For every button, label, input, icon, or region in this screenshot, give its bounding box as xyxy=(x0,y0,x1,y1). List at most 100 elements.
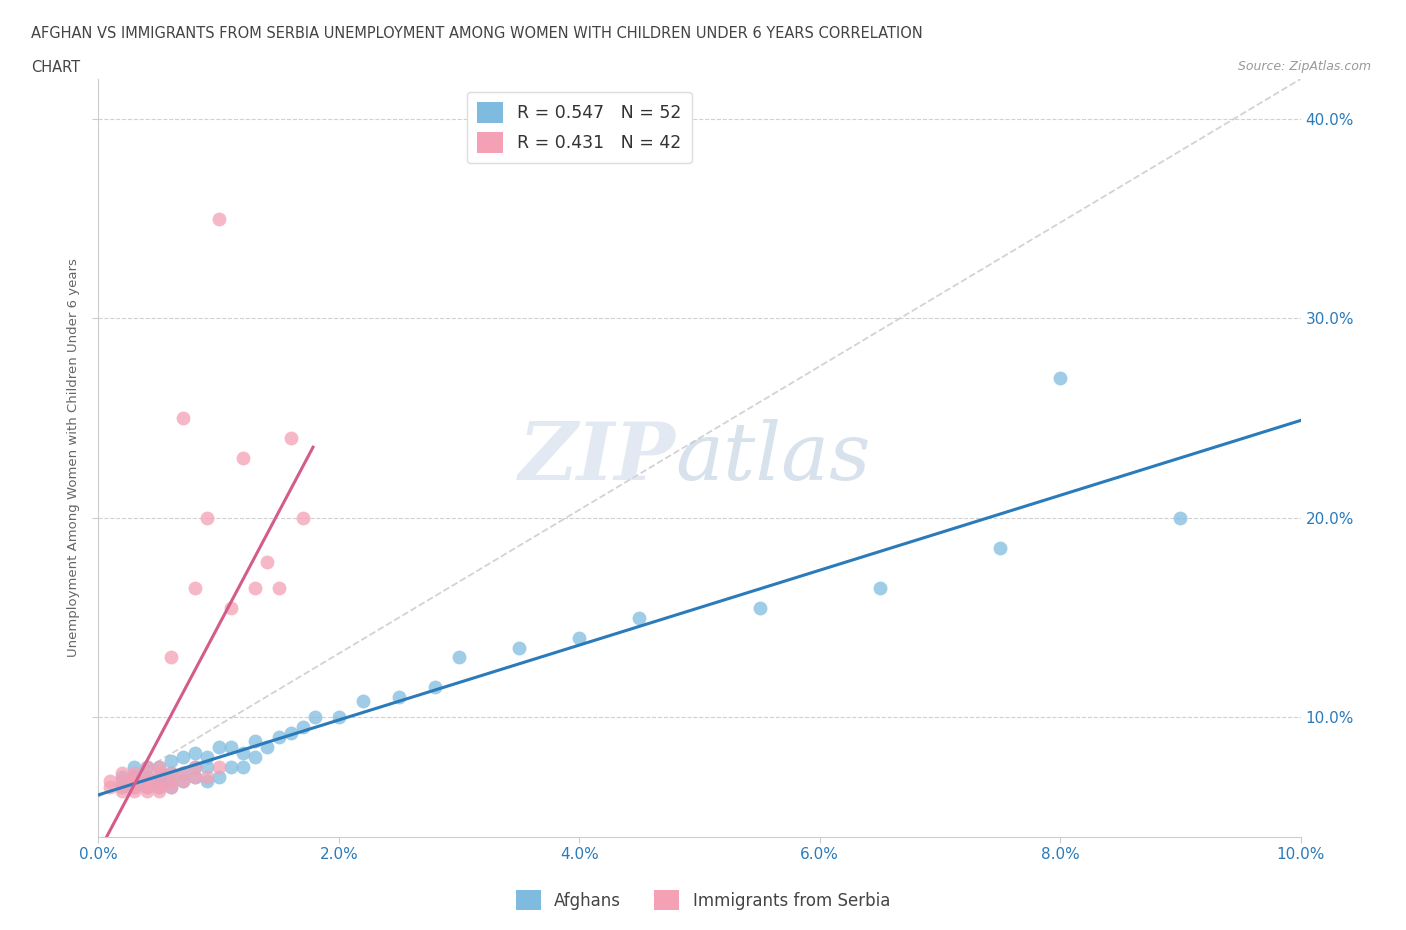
Point xyxy=(208,211,231,226)
Point xyxy=(183,770,205,785)
Point xyxy=(267,730,290,745)
Point xyxy=(219,739,242,754)
Point xyxy=(124,779,146,794)
Point xyxy=(208,770,231,785)
Point xyxy=(1170,511,1192,525)
Point xyxy=(568,631,591,645)
Point xyxy=(124,770,146,785)
Point xyxy=(183,746,205,761)
Point xyxy=(124,760,146,775)
Point xyxy=(183,760,205,775)
Point xyxy=(124,784,146,799)
Point xyxy=(148,784,170,799)
Point xyxy=(232,451,254,466)
Point xyxy=(135,779,157,794)
Point xyxy=(256,739,278,754)
Point xyxy=(172,765,194,780)
Point xyxy=(195,770,218,785)
Point xyxy=(748,600,770,615)
Point xyxy=(148,760,170,775)
Point xyxy=(135,760,157,775)
Point xyxy=(135,760,157,775)
Point xyxy=(291,720,314,735)
Point xyxy=(447,650,470,665)
Point xyxy=(148,779,170,794)
Point xyxy=(124,765,146,780)
Point xyxy=(628,610,651,625)
Point xyxy=(304,710,326,724)
Point xyxy=(159,650,181,665)
Legend: R = 0.547   N = 52, R = 0.431   N = 42: R = 0.547 N = 52, R = 0.431 N = 42 xyxy=(467,91,692,164)
Point xyxy=(148,779,170,794)
Y-axis label: Unemployment Among Women with Children Under 6 years: Unemployment Among Women with Children U… xyxy=(66,259,80,658)
Point xyxy=(159,774,181,789)
Point xyxy=(135,784,157,799)
Point xyxy=(172,411,194,426)
Point xyxy=(280,431,302,445)
Point xyxy=(111,770,134,785)
Point xyxy=(148,774,170,789)
Point xyxy=(100,774,122,789)
Point xyxy=(423,680,446,695)
Point xyxy=(183,760,205,775)
Point xyxy=(159,765,181,780)
Point xyxy=(111,765,134,780)
Point xyxy=(148,765,170,780)
Point xyxy=(195,511,218,525)
Point xyxy=(243,580,266,595)
Point xyxy=(159,779,181,794)
Point xyxy=(243,734,266,749)
Text: Source: ZipAtlas.com: Source: ZipAtlas.com xyxy=(1237,60,1371,73)
Point xyxy=(195,760,218,775)
Point xyxy=(183,770,205,785)
Point xyxy=(280,725,302,740)
Point xyxy=(988,540,1011,555)
Point xyxy=(111,784,134,799)
Point xyxy=(1049,371,1071,386)
Point xyxy=(267,580,290,595)
Point xyxy=(195,774,218,789)
Point xyxy=(135,770,157,785)
Point xyxy=(135,779,157,794)
Point xyxy=(352,694,374,709)
Point xyxy=(219,760,242,775)
Point xyxy=(208,760,231,775)
Point xyxy=(124,774,146,789)
Point xyxy=(172,774,194,789)
Point xyxy=(243,750,266,764)
Text: atlas: atlas xyxy=(675,419,870,497)
Point xyxy=(159,779,181,794)
Point xyxy=(172,765,194,780)
Text: CHART: CHART xyxy=(31,60,80,75)
Point xyxy=(232,746,254,761)
Point xyxy=(172,774,194,789)
Point xyxy=(291,511,314,525)
Point xyxy=(508,640,530,655)
Point xyxy=(232,760,254,775)
Text: AFGHAN VS IMMIGRANTS FROM SERBIA UNEMPLOYMENT AMONG WOMEN WITH CHILDREN UNDER 6 : AFGHAN VS IMMIGRANTS FROM SERBIA UNEMPLO… xyxy=(31,26,922,41)
Point xyxy=(256,554,278,569)
Point xyxy=(124,770,146,785)
Point xyxy=(135,770,157,785)
Point xyxy=(148,770,170,785)
Point xyxy=(135,774,157,789)
Point xyxy=(159,753,181,768)
Point xyxy=(172,750,194,764)
Point xyxy=(869,580,891,595)
Point xyxy=(148,760,170,775)
Point xyxy=(219,600,242,615)
Point xyxy=(111,779,134,794)
Point xyxy=(328,710,350,724)
Point xyxy=(159,774,181,789)
Point xyxy=(124,779,146,794)
Point xyxy=(100,779,122,794)
Point xyxy=(111,779,134,794)
Point xyxy=(388,690,411,705)
Point xyxy=(111,774,134,789)
Text: ZIP: ZIP xyxy=(519,419,675,497)
Point xyxy=(195,750,218,764)
Point xyxy=(148,774,170,789)
Point xyxy=(159,765,181,780)
Legend: Afghans, Immigrants from Serbia: Afghans, Immigrants from Serbia xyxy=(509,884,897,917)
Point xyxy=(208,739,231,754)
